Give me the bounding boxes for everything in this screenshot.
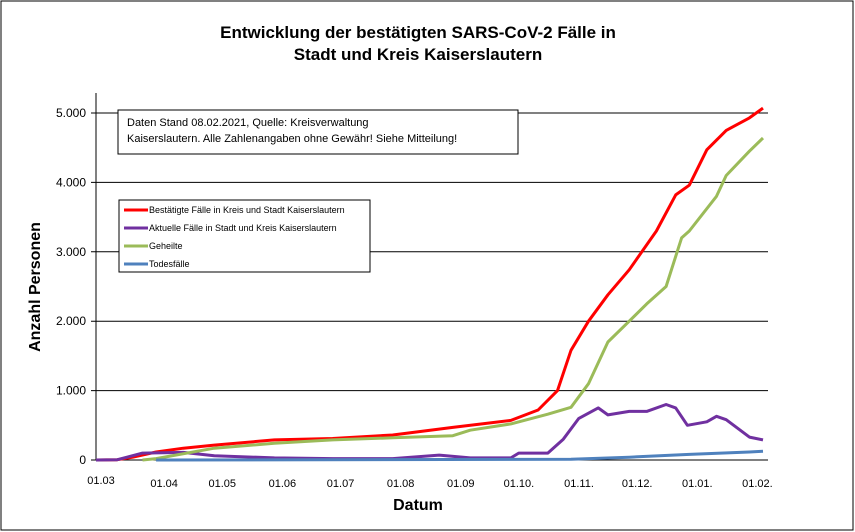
- y-tick-label: 5.000: [56, 106, 86, 120]
- y-axis-label: Anzahl Personen: [27, 222, 44, 352]
- x-tick-label: 01.01.: [682, 478, 713, 490]
- x-tick-label: 01.02.: [742, 478, 773, 490]
- annotation-line-1: Daten Stand 08.02.2021, Quelle: Kreisver…: [127, 117, 369, 129]
- x-tick-label: 01.03: [87, 475, 115, 487]
- x-tick-label: 01.04: [150, 478, 178, 490]
- x-tick-label: 01.11.: [564, 478, 594, 490]
- legend-label: Geheilte: [149, 241, 183, 251]
- x-tick-label: 01.07: [327, 478, 355, 490]
- legend-label: Todesfälle: [149, 259, 190, 269]
- chart-title-line-1: Entwicklung der bestätigten SARS-CoV-2 F…: [220, 23, 616, 42]
- x-tick-label: 01.12.: [622, 478, 653, 490]
- x-tick-label: 01.06: [269, 478, 297, 490]
- x-axis-label: Datum: [393, 497, 443, 514]
- x-tick-label: 01.10.: [504, 478, 535, 490]
- series-line: [156, 449, 764, 462]
- y-tick-label: 2.000: [56, 314, 86, 328]
- y-tick-label: 4.000: [56, 175, 86, 189]
- series-line: [95, 403, 764, 462]
- x-tick-label: 01.09: [447, 478, 475, 490]
- y-tick-label: 3.000: [56, 245, 86, 259]
- y-tick-label: 1.000: [56, 384, 86, 398]
- x-tick-label: 01.05: [209, 478, 237, 490]
- x-tick-label: 01.08: [387, 478, 415, 490]
- legend: Bestätigte Fälle in Kreis und Stadt Kais…: [118, 199, 371, 273]
- legend-label: Bestätigte Fälle in Kreis und Stadt Kais…: [149, 205, 345, 215]
- annotation-line-2: Kaiserslautern. Alle Zahlenangaben ohne …: [127, 133, 457, 145]
- legend-label: Aktuelle Fälle in Stadt und Kreis Kaiser…: [149, 223, 337, 233]
- chart-title-line-2: Stadt und Kreis Kaiserslautern: [294, 45, 542, 64]
- annotation-box: Daten Stand 08.02.2021, Quelle: Kreisver…: [117, 109, 519, 155]
- series-line: [95, 106, 764, 462]
- y-tick-label: 0: [79, 453, 86, 467]
- series-line: [142, 136, 765, 462]
